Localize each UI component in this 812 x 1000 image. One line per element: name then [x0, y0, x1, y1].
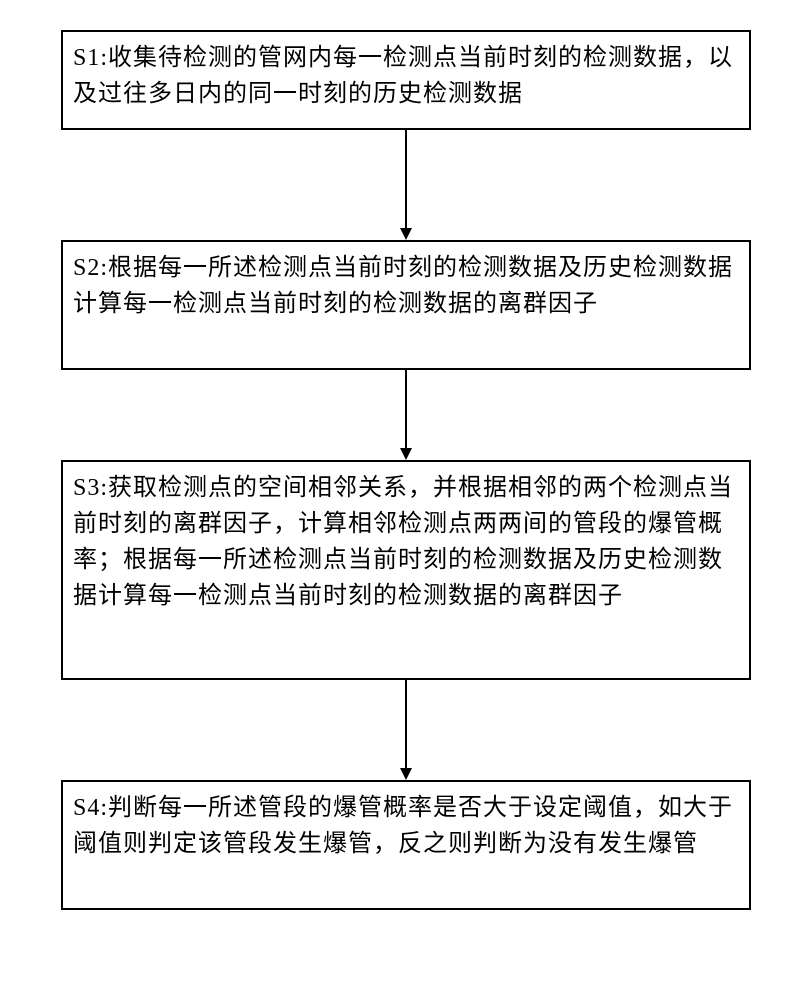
flow-step-s3-text: S3:获取检测点的空间相邻关系，并根据相邻的两个检测点当前时刻的离群因子，计算相…: [73, 475, 733, 609]
flow-step-s2: S2:根据每一所述检测点当前时刻的检测数据及历史检测数据计算每一检测点当前时刻的…: [61, 240, 751, 370]
flow-arrow-2: [61, 370, 751, 460]
flow-step-s4-text: S4:判断每一所述管段的爆管概率是否大于设定阈值，如大于阈值则判定该管段发生爆管…: [73, 795, 733, 857]
flow-arrow-1: [61, 130, 751, 240]
flow-step-s2-text: S2:根据每一所述检测点当前时刻的检测数据及历史检测数据计算每一检测点当前时刻的…: [73, 255, 733, 317]
flow-step-s4: S4:判断每一所述管段的爆管概率是否大于设定阈值，如大于阈值则判定该管段发生爆管…: [61, 780, 751, 910]
flow-step-s3: S3:获取检测点的空间相邻关系，并根据相邻的两个检测点当前时刻的离群因子，计算相…: [61, 460, 751, 680]
flow-step-s1-text: S1:收集待检测的管网内每一检测点当前时刻的检测数据，以及过往多日内的同一时刻的…: [73, 45, 733, 107]
flow-arrow-3: [61, 680, 751, 780]
flow-step-s1: S1:收集待检测的管网内每一检测点当前时刻的检测数据，以及过往多日内的同一时刻的…: [61, 30, 751, 130]
